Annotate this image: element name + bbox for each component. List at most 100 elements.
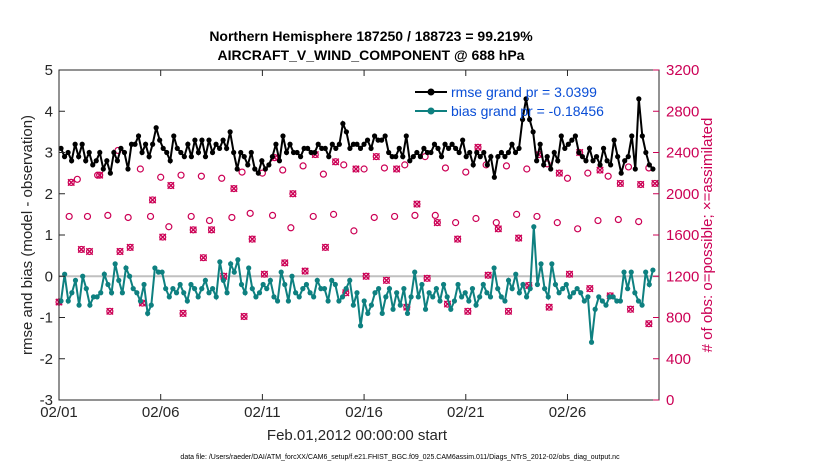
bias-point [560, 286, 566, 292]
bias-point [650, 267, 656, 273]
obs-possible-point [651, 179, 659, 188]
obs-possible-point [248, 235, 256, 243]
obs-assimilated-point [189, 226, 197, 234]
rmse-point [188, 154, 194, 160]
obs-assimilated-point [106, 307, 114, 316]
bias-point [545, 294, 551, 300]
rmse-point [562, 145, 568, 151]
bias-point [430, 294, 436, 300]
left-tick-label: 4 [45, 103, 53, 120]
rmse-point [58, 145, 64, 151]
rmse-point [541, 162, 547, 168]
bias-point [440, 281, 447, 288]
bias-point [242, 290, 248, 296]
bias-point [437, 298, 443, 304]
bias-point [191, 286, 198, 292]
bias-point [625, 286, 631, 292]
rmse-point [565, 141, 571, 147]
rmse-point [294, 149, 300, 156]
bias-point [159, 269, 165, 275]
legend-rmse-label: rmse grand pr = 3.0399 [451, 84, 597, 100]
obs-assimilated-point [126, 243, 134, 252]
rmse-point [456, 149, 462, 156]
bias-point [314, 277, 320, 283]
rmse-point [224, 145, 230, 151]
bias-point [224, 290, 230, 296]
bias-point [412, 269, 418, 275]
rmse-point [118, 145, 124, 151]
bias-point [145, 310, 151, 316]
bias-point [271, 294, 277, 300]
rmse-point [593, 154, 600, 160]
bias-point [210, 286, 216, 292]
x-tick-label: 02/16 [345, 404, 383, 421]
rmse-point [273, 141, 279, 147]
obs-possible-point [604, 172, 612, 180]
rmse-point [604, 158, 610, 164]
obs-possible-point [218, 174, 226, 182]
rmse-point [340, 121, 346, 127]
obs-possible-point [321, 243, 330, 251]
obs-assimilated-point [67, 178, 75, 187]
bias-point [549, 261, 555, 267]
bias-point [390, 306, 396, 312]
obs-possible-point [165, 223, 173, 231]
rmse-point [583, 158, 589, 164]
bias-point [451, 298, 458, 304]
bias-point [76, 302, 82, 308]
rmse-point [558, 133, 564, 139]
bias-point [603, 302, 609, 308]
rmse-point [280, 133, 286, 139]
bias-point [466, 298, 472, 304]
bias-point [534, 281, 541, 288]
rmse-point [632, 166, 638, 172]
bias-point [148, 302, 154, 308]
y-axis-label-left: rmse and bias (model - observation) [19, 115, 36, 355]
rmse-point [442, 141, 448, 147]
rmse-point [199, 137, 205, 143]
rmse-point [544, 154, 550, 160]
rmse-point [505, 149, 512, 156]
rmse-point [174, 145, 180, 151]
obs-possible-point [104, 211, 112, 220]
rmse-point [403, 133, 409, 139]
obs-possible-point [411, 211, 419, 220]
obs-possible-point [380, 164, 389, 172]
bias-point [628, 269, 634, 275]
rmse-point [368, 145, 374, 151]
bias-point [220, 277, 227, 283]
obs-assimilated-point [423, 274, 431, 283]
obs-assimilated-point [116, 247, 124, 256]
y-axis-label-right: # of obs: o=possible; ×=assimilated [699, 118, 716, 353]
rmse-point [69, 158, 75, 164]
bias-point [422, 306, 429, 312]
bias-point [213, 294, 219, 300]
rmse-point [639, 133, 645, 139]
obs-possible-point [433, 219, 441, 227]
rmse-point [643, 149, 649, 156]
bias-point [462, 290, 468, 296]
bias-point [170, 286, 176, 292]
obs-possible-point [464, 307, 472, 315]
bias-point [325, 298, 331, 304]
rmse-point [216, 145, 223, 151]
right-tick-label: 2400 [666, 145, 699, 162]
left-tick-label: 3 [45, 145, 53, 162]
rmse-point [622, 158, 628, 164]
obs-possible-point [126, 243, 134, 251]
obs-assimilated-point [240, 312, 248, 321]
obs-possible-point [452, 219, 460, 227]
bias-point [256, 290, 263, 296]
rmse-point [347, 145, 353, 151]
bias-point [235, 257, 241, 263]
bias-point [307, 290, 313, 296]
left-tick-label: -3 [40, 392, 53, 409]
obs-assimilated-point [453, 235, 462, 243]
rmse-point [393, 154, 399, 160]
rmse-point [322, 145, 328, 151]
obs-assimilated-point [372, 152, 380, 161]
rmse-point [231, 149, 237, 156]
rmse-point [220, 137, 226, 143]
rmse-point [537, 141, 543, 147]
bias-point [570, 290, 577, 296]
